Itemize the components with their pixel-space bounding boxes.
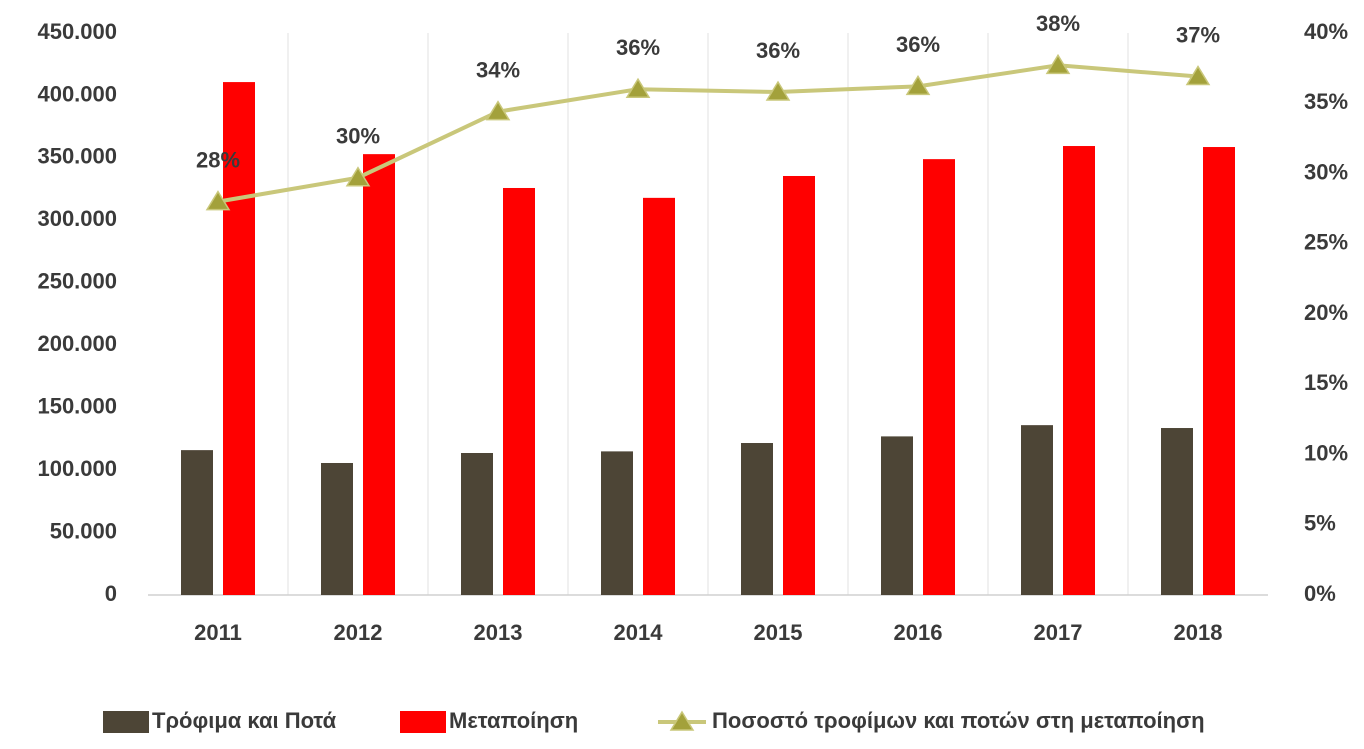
x-tick-label: 2017 bbox=[1034, 620, 1083, 645]
y2-tick-label: 20% bbox=[1304, 300, 1348, 325]
line-marker bbox=[205, 190, 231, 211]
bar bbox=[741, 443, 773, 595]
y2-tick-label: 0% bbox=[1304, 581, 1336, 606]
data-label: 36% bbox=[756, 38, 800, 63]
bar bbox=[1161, 428, 1193, 595]
bar bbox=[783, 175, 815, 595]
bar bbox=[643, 197, 675, 595]
data-label: 30% bbox=[336, 124, 380, 149]
y-tick-label: 50.000 bbox=[50, 518, 117, 543]
bar bbox=[1063, 146, 1095, 595]
x-tick-label: 2015 bbox=[754, 620, 803, 645]
y2-tick-label: 35% bbox=[1304, 89, 1348, 114]
bar bbox=[881, 436, 913, 595]
y-tick-label: 250.000 bbox=[37, 269, 117, 294]
line-marker bbox=[345, 166, 371, 187]
x-tick-label: 2012 bbox=[334, 620, 383, 645]
y-tick-label: 100.000 bbox=[37, 456, 117, 481]
x-tick-label: 2011 bbox=[194, 620, 242, 645]
y-tick-label: 400.000 bbox=[37, 81, 117, 106]
x-tick-label: 2013 bbox=[474, 620, 523, 645]
y-tick-label: 450.000 bbox=[37, 19, 117, 44]
y-tick-label: 0 bbox=[105, 581, 117, 606]
data-label: 34% bbox=[476, 57, 520, 82]
y-tick-label: 350.000 bbox=[37, 144, 117, 169]
x-tick-label: 2018 bbox=[1174, 620, 1223, 645]
line-marker bbox=[765, 80, 791, 101]
bar bbox=[923, 159, 955, 596]
legend-label: Τρόφιμα και Ποτά bbox=[152, 708, 337, 733]
line-marker bbox=[905, 74, 931, 96]
y2-tick-label: 10% bbox=[1304, 440, 1348, 465]
bar bbox=[461, 453, 493, 595]
y-tick-label: 300.000 bbox=[37, 206, 117, 231]
x-tick-label: 2014 bbox=[614, 620, 664, 645]
bar bbox=[223, 82, 255, 595]
x-tick-label: 2016 bbox=[894, 620, 943, 645]
legend-label: Μεταποίηση bbox=[449, 708, 578, 733]
data-label: 38% bbox=[1036, 11, 1080, 36]
bar bbox=[321, 462, 353, 595]
bar bbox=[1021, 425, 1053, 595]
y2-tick-label: 5% bbox=[1304, 511, 1336, 536]
y2-tick-label: 25% bbox=[1304, 230, 1348, 255]
y2-tick-label: 15% bbox=[1304, 370, 1348, 395]
bar bbox=[1203, 147, 1235, 595]
bar bbox=[601, 451, 633, 595]
line-marker bbox=[1185, 65, 1211, 86]
bar bbox=[181, 450, 213, 595]
data-label: 36% bbox=[616, 35, 660, 60]
line-marker bbox=[485, 100, 511, 121]
data-label: 28% bbox=[196, 147, 240, 172]
y2-tick-label: 40% bbox=[1304, 19, 1348, 44]
data-label: 37% bbox=[1176, 22, 1220, 47]
y-tick-label: 150.000 bbox=[37, 393, 117, 418]
legend-swatch bbox=[400, 711, 446, 733]
bar bbox=[363, 154, 395, 596]
legend-swatch bbox=[103, 711, 149, 733]
y2-tick-label: 30% bbox=[1304, 159, 1348, 184]
legend-marker bbox=[669, 710, 695, 731]
line bbox=[217, 63, 1199, 204]
line-marker bbox=[1045, 53, 1071, 75]
data-label: 36% bbox=[896, 32, 940, 57]
legend-label: Ποσοστό τροφίμων και ποτών στη μεταποίησ… bbox=[712, 708, 1205, 733]
line-marker bbox=[625, 77, 651, 98]
y-tick-label: 200.000 bbox=[37, 331, 117, 356]
bar bbox=[503, 187, 535, 595]
